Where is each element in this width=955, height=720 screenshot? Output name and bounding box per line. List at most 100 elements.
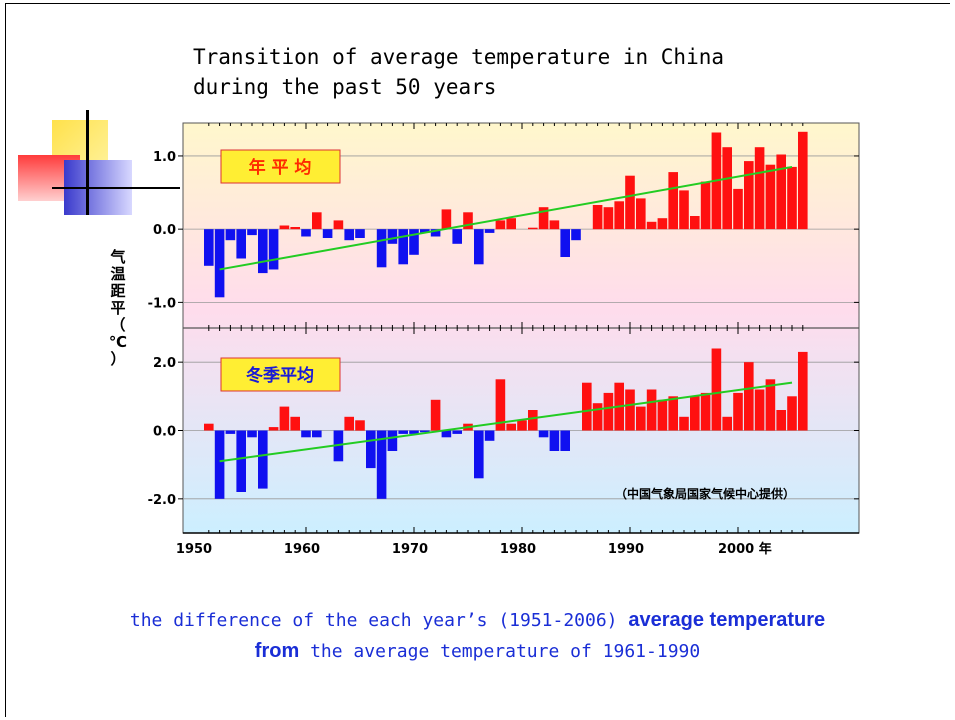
trend-line bbox=[219, 165, 793, 271]
bar bbox=[744, 362, 754, 431]
bar bbox=[603, 207, 614, 230]
caption-text-1: the difference of the each year’s (1951-… bbox=[129, 610, 629, 631]
bar bbox=[452, 430, 462, 434]
bar bbox=[560, 430, 570, 451]
x-tick-label: 1970 bbox=[392, 542, 428, 557]
bar bbox=[646, 221, 657, 230]
bar bbox=[528, 410, 538, 431]
bar bbox=[657, 399, 668, 431]
y-tick-label: 1.0 bbox=[153, 150, 176, 165]
bar bbox=[744, 161, 754, 230]
x-tick-label: 1980 bbox=[500, 542, 536, 557]
bar bbox=[279, 406, 290, 431]
bar bbox=[398, 229, 408, 265]
bar bbox=[754, 389, 765, 431]
bar bbox=[247, 229, 257, 236]
bar bbox=[690, 396, 700, 431]
bar bbox=[636, 198, 646, 230]
bar bbox=[301, 430, 311, 438]
bar bbox=[506, 423, 516, 431]
panel-label-annual: 年 平 均 bbox=[220, 149, 341, 184]
bar bbox=[344, 229, 354, 241]
bar bbox=[495, 379, 506, 431]
title-line-1: Transition of average temperature in Chi… bbox=[193, 45, 725, 69]
bar bbox=[733, 188, 743, 230]
bar bbox=[679, 190, 689, 230]
bar bbox=[549, 220, 560, 230]
bar bbox=[344, 416, 354, 431]
bar bbox=[646, 389, 657, 431]
bar bbox=[506, 218, 516, 230]
bar bbox=[690, 216, 700, 230]
trend-layer bbox=[219, 165, 793, 463]
bar bbox=[798, 131, 808, 230]
bar bbox=[376, 229, 387, 268]
bar bbox=[430, 399, 441, 431]
y-tick-label: -2.0 bbox=[148, 493, 176, 508]
bar bbox=[722, 147, 732, 230]
panel-label-annual-box bbox=[220, 149, 341, 184]
bar bbox=[225, 229, 236, 241]
bar bbox=[798, 351, 808, 431]
bar bbox=[420, 430, 430, 433]
bar bbox=[204, 229, 214, 266]
bar bbox=[366, 430, 376, 469]
bar bbox=[776, 154, 786, 230]
bar bbox=[279, 225, 290, 230]
bar bbox=[603, 392, 614, 431]
bar bbox=[517, 420, 527, 431]
bar bbox=[398, 430, 408, 434]
bar bbox=[387, 430, 398, 451]
bar bbox=[290, 416, 300, 431]
bar bbox=[474, 430, 484, 479]
y-tick-label: 0.0 bbox=[153, 223, 176, 238]
bar bbox=[625, 389, 635, 431]
bar bbox=[668, 396, 678, 431]
ornament-vertical-line bbox=[86, 110, 89, 215]
y-tick-label: 0.0 bbox=[153, 425, 176, 440]
bar bbox=[592, 403, 603, 431]
y-tick-label: 2.0 bbox=[153, 356, 176, 371]
bar bbox=[560, 229, 570, 257]
bar bbox=[765, 164, 776, 230]
bar bbox=[700, 181, 711, 230]
bar bbox=[236, 430, 246, 492]
source-annotation: （中国气象局国家气候中心提供） bbox=[615, 486, 795, 501]
bar bbox=[668, 172, 678, 230]
bar bbox=[441, 430, 452, 438]
bar bbox=[204, 423, 214, 431]
bar bbox=[301, 229, 311, 237]
bar bbox=[711, 348, 722, 431]
y-tick-label: -1.0 bbox=[148, 296, 176, 311]
bar bbox=[290, 227, 300, 230]
bar bbox=[625, 175, 635, 230]
bar bbox=[549, 430, 560, 451]
bar bbox=[754, 147, 765, 230]
x-tick-label: 1960 bbox=[284, 542, 320, 557]
caption-bold-2: from bbox=[254, 640, 300, 662]
bar bbox=[452, 229, 462, 244]
slide-border bbox=[5, 3, 950, 717]
slide-title: Transition of average temperature in Chi… bbox=[193, 42, 724, 102]
bar bbox=[474, 229, 484, 265]
ornament-horizontal-line bbox=[52, 187, 180, 189]
panel-label-annual-text: 年 平 均 bbox=[249, 157, 312, 178]
bar bbox=[484, 430, 495, 441]
bar bbox=[430, 229, 441, 237]
x-tick-label: 1990 bbox=[608, 542, 644, 557]
slide-caption: the difference of the each year’s (1951-… bbox=[20, 605, 935, 667]
bar bbox=[614, 201, 624, 230]
bar bbox=[441, 209, 452, 230]
bar bbox=[495, 220, 506, 230]
bar bbox=[409, 430, 419, 434]
panel-label-winter-box bbox=[220, 357, 341, 392]
panel-label-winter-text: 冬季平均 bbox=[246, 365, 314, 386]
caption-bold-1: average temperature bbox=[628, 609, 826, 631]
bar bbox=[582, 382, 592, 431]
bar bbox=[420, 229, 430, 233]
x-tick-label: 2000 年 bbox=[718, 541, 772, 557]
bar bbox=[700, 392, 711, 431]
bar bbox=[484, 229, 495, 233]
panel-label-winter: 冬季平均 bbox=[220, 357, 341, 392]
